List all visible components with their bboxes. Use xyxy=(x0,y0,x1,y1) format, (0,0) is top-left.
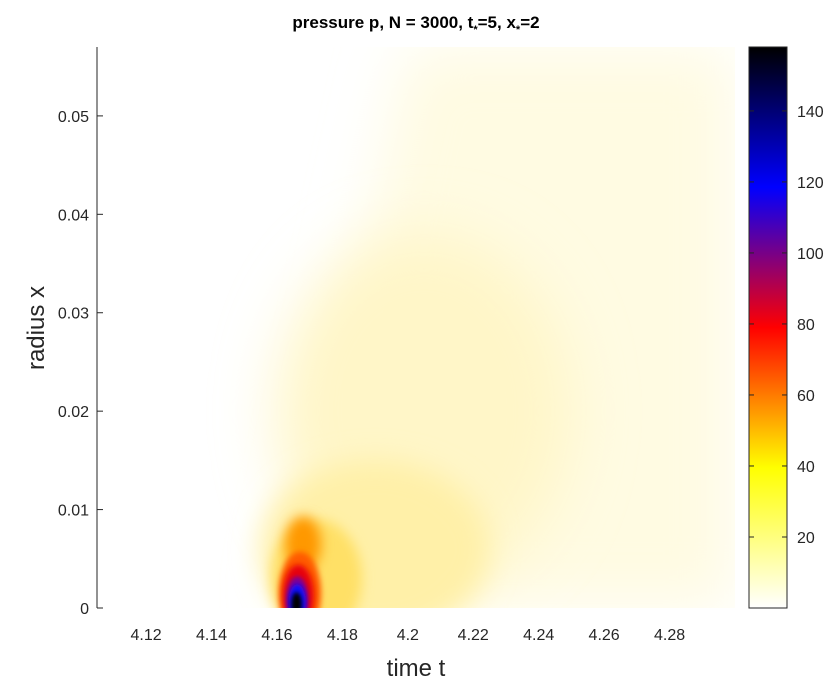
y-tick-label: 0.02 xyxy=(58,404,89,421)
y-tick-label: 0.03 xyxy=(58,306,89,323)
colorbar-tick-label: 60 xyxy=(797,388,815,405)
colorbar-tick-label: 120 xyxy=(797,175,824,192)
y-tick-label: 0.04 xyxy=(58,207,89,224)
chart-title: pressure p, N = 3000, t*=5, x*=2 xyxy=(292,13,539,36)
x-tick-label: 4.2 xyxy=(397,627,419,644)
x-tick-label: 4.24 xyxy=(523,627,554,644)
x-tick-label: 4.28 xyxy=(654,627,685,644)
colorbar-ticks: 20 40 60 80 100 120 140 xyxy=(749,104,824,547)
x-axis-ticks: 4.12 4.14 4.16 4.18 4.2 4.22 4.24 4.26 4.28 xyxy=(131,627,686,644)
x-tick-label: 4.12 xyxy=(131,627,162,644)
x-tick-label: 4.18 xyxy=(327,627,358,644)
pressure-field xyxy=(260,47,735,608)
y-axis-ticks: 0 0.01 0.02 0.03 0.04 0.05 xyxy=(58,109,103,618)
y-tick-label: 0 xyxy=(80,601,89,618)
colorbar xyxy=(748,46,788,609)
x-tick-label: 4.14 xyxy=(196,627,227,644)
y-axis-label: radius x xyxy=(23,286,50,370)
x-tick-label: 4.22 xyxy=(458,627,489,644)
colorbar-tick-label: 140 xyxy=(797,104,824,121)
x-tick-label: 4.26 xyxy=(589,627,620,644)
colorbar-tick-label: 40 xyxy=(797,459,815,476)
colorbar-tick-label: 100 xyxy=(797,246,824,263)
colorbar-tick-label: 80 xyxy=(797,317,815,334)
y-tick-label: 0.01 xyxy=(58,503,89,520)
colorbar-tick-label: 20 xyxy=(797,530,815,547)
y-tick-label: 0.05 xyxy=(58,109,89,126)
x-axis-label: time t xyxy=(387,655,446,682)
pressure-peak xyxy=(291,592,302,608)
x-tick-label: 4.16 xyxy=(261,627,292,644)
